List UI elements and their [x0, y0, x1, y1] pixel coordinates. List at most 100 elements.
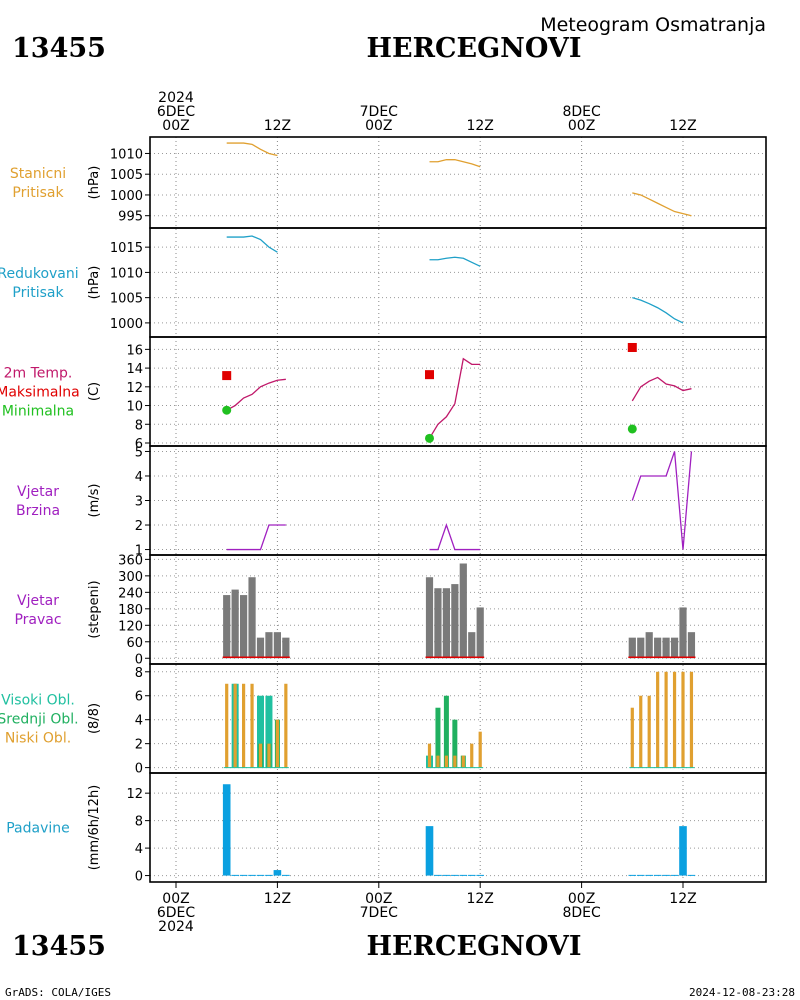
y-tick-label: 1005 [110, 292, 143, 307]
time-tick-label-bottom: 8DEC [562, 905, 601, 921]
chart-subtitle: Meteogram Osmatranja [540, 14, 766, 36]
wind-direction-bar [468, 632, 476, 659]
precip-bar [451, 874, 459, 876]
high-cloud-bar [265, 695, 273, 768]
min-marker [627, 424, 637, 434]
panel-frame [149, 772, 767, 883]
precip-bar [687, 874, 696, 876]
wind-direction-bar [459, 563, 467, 659]
y-tick-label: 8 [135, 666, 143, 681]
wind-direction-bar [248, 577, 256, 659]
precip-bar [239, 874, 248, 876]
time-tick-label-bottom: 2024 [158, 919, 194, 935]
station-id-bottom: 13455 [12, 931, 106, 962]
time-tick-label-top: 8DEC [562, 104, 601, 120]
max-marker [425, 370, 434, 380]
precip-bar [434, 874, 442, 876]
low-cloud-bar [242, 683, 246, 768]
precip-bar [265, 874, 273, 876]
time-tick-label-bottom: 12Z [669, 891, 696, 907]
time-tick-label-bottom: 00Z [568, 891, 595, 907]
high-cloud-bar [257, 695, 264, 768]
y-tick-label: 12 [126, 381, 143, 396]
series-label: Pritisak [12, 285, 64, 301]
wind-direction-bar [687, 632, 696, 659]
series-line [631, 451, 693, 550]
series-line [226, 524, 286, 551]
low-cloud-bar [689, 671, 694, 768]
wind-direction-bar [240, 595, 248, 659]
wind-direction-bar [679, 607, 687, 659]
precip-bar [222, 784, 231, 876]
series-line [429, 523, 481, 551]
low-cloud-bar [444, 755, 448, 768]
y-tick-label: 995 [118, 210, 143, 225]
axis-unit-label: (mm/6h/12h) [87, 785, 102, 871]
y-tick-label: 180 [118, 603, 143, 618]
precip-bar [248, 874, 256, 876]
station-id-top: 13455 [12, 33, 106, 64]
precip-bar [231, 874, 239, 876]
panel-frame [149, 136, 767, 229]
wind-direction-bar [645, 632, 653, 659]
y-tick-label: 1015 [110, 241, 143, 256]
precip-bar [628, 874, 637, 876]
wind-direction-bar [476, 607, 484, 659]
time-tick-label-top: 6DEC [157, 104, 196, 120]
wind-direction-bar [425, 577, 434, 659]
series-line [632, 192, 692, 217]
precip-bar [273, 870, 282, 876]
series-label: Vjetar [17, 593, 59, 609]
wind-direction-bar [273, 632, 281, 659]
time-tick-label-top: 00Z [568, 118, 595, 134]
series-line [429, 256, 481, 267]
low-cloud-bar [427, 743, 432, 768]
low-cloud-bar [630, 707, 634, 768]
station-name-top: HERCEGNOVI [367, 33, 582, 64]
station-name-bottom: HERCEGNOVI [367, 931, 582, 962]
y-tick-label: 360 [118, 553, 143, 568]
axis-unit-label: (m/s) [87, 484, 102, 518]
footer-credit: GrADS: COLA/IGES [5, 986, 111, 999]
y-tick-label: 240 [118, 586, 143, 601]
precip-bar [670, 874, 679, 876]
precip-bar [442, 874, 451, 876]
series-line [226, 142, 278, 157]
series-line [226, 235, 278, 253]
y-tick-label: 1010 [110, 147, 143, 162]
time-tick-label-top: 12Z [264, 118, 291, 134]
precip-bar [662, 874, 670, 876]
wind-direction-bar [231, 589, 239, 659]
axis-unit-label: (8/8) [87, 703, 102, 734]
wind-direction-bar [628, 637, 636, 659]
wind-direction-bar [223, 595, 231, 659]
precip-bar [645, 874, 653, 876]
y-tick-label: 6 [135, 690, 143, 705]
y-tick-label: 8 [135, 815, 143, 830]
wind-direction-bar [265, 632, 273, 659]
wind-direction-bar [637, 637, 645, 659]
time-tick-label-bottom: 6DEC [157, 905, 196, 921]
precip-bar [476, 874, 484, 876]
axis-unit-label: (hPa) [87, 166, 102, 200]
series-label: Padavine [6, 821, 70, 837]
series-line [632, 297, 684, 324]
time-tick-label-bottom: 7DEC [360, 905, 399, 921]
y-tick-label: 3 [135, 495, 143, 510]
series-line [631, 376, 692, 402]
precip-bar [636, 874, 645, 876]
y-tick-label: 6 [135, 437, 143, 452]
series-line [428, 357, 481, 439]
series-label: Visoki Obl. [1, 693, 75, 709]
wind-direction-bar [442, 588, 450, 659]
wind-direction-bar [654, 637, 662, 659]
y-tick-label: 0 [135, 652, 143, 667]
precip-bar [679, 826, 687, 876]
min-marker [222, 405, 232, 415]
y-tick-label: 5 [135, 445, 143, 460]
precip-bar [653, 874, 662, 876]
low-cloud-bar [647, 695, 651, 768]
low-cloud-bar [639, 695, 643, 768]
y-tick-label: 0 [135, 870, 143, 885]
